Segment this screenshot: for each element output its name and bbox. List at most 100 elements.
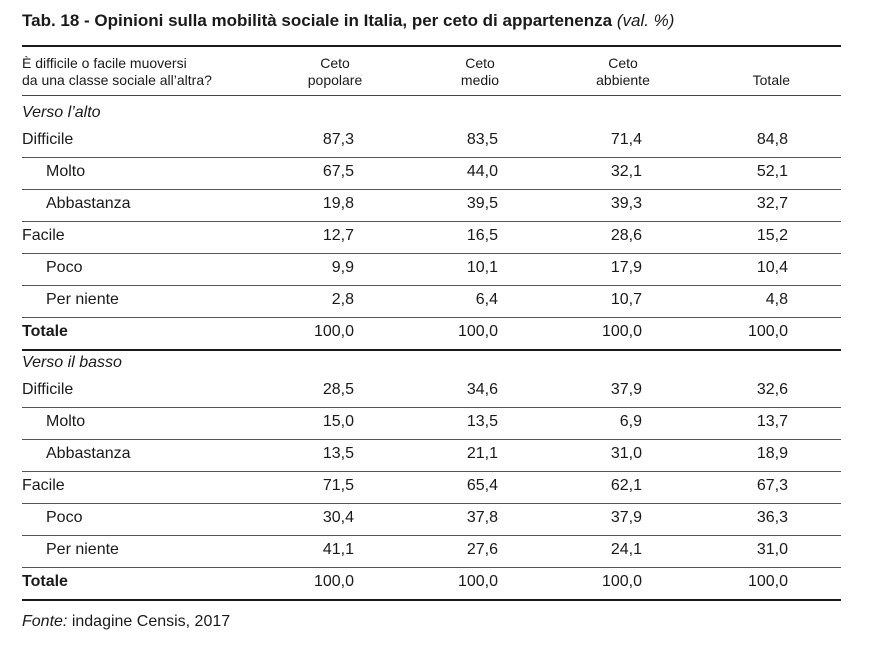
table-cell: 30,4 (322, 509, 354, 526)
table-cell: 67,5 (322, 163, 354, 180)
table-cell: 24,1 (610, 541, 642, 558)
table-cell: 9,9 (331, 259, 354, 276)
row-label: Molto (46, 163, 86, 180)
header-col-medio-line1: Ceto (465, 55, 495, 71)
row-rule (22, 407, 841, 408)
table-cell: 17,9 (610, 259, 642, 276)
table-cell: 6,9 (619, 413, 642, 430)
row-label: Abbastanza (46, 445, 131, 462)
table-cell: 100,0 (601, 573, 642, 590)
table-cell: 13,5 (322, 445, 354, 462)
table-cell: 6,4 (475, 291, 498, 308)
row-label: Poco (46, 259, 83, 276)
row-label: Per niente (46, 291, 119, 308)
table-cell: 10,1 (466, 259, 498, 276)
table-cell: 100,0 (313, 323, 354, 340)
row-label: Per niente (46, 541, 119, 558)
row-rule (22, 189, 841, 190)
row-label: Abbastanza (46, 195, 131, 212)
table-cell: 100,0 (747, 323, 788, 340)
table-cell: 41,1 (322, 541, 354, 558)
table-title: Tab. 18 - Opinioni sulla mobilità social… (22, 11, 674, 31)
table-cell: 100,0 (601, 323, 642, 340)
table-cell: 4,8 (765, 291, 788, 308)
row-label: Totale (22, 323, 68, 340)
header-col-popolare-line1: Ceto (320, 55, 350, 71)
header-col-totale: Totale (700, 55, 790, 89)
row-label: Difficile (22, 381, 74, 398)
table-cell: 100,0 (313, 573, 354, 590)
table-cell: 71,4 (610, 131, 642, 148)
header-question-line2: da una classe sociale all’altra? (22, 72, 212, 88)
table-cell: 100,0 (457, 323, 498, 340)
table-cell: 62,1 (610, 477, 642, 494)
row-rule (22, 221, 841, 222)
table-source: Fonte: indagine Censis, 2017 (22, 613, 230, 631)
table-cell: 2,8 (331, 291, 354, 308)
row-label: Facile (22, 227, 65, 244)
row-rule (22, 253, 841, 254)
header-col-abbiente-line1: Ceto (608, 55, 638, 71)
table-cell: 32,1 (610, 163, 642, 180)
header-rule (22, 95, 841, 96)
table-cell: 15,0 (322, 413, 354, 430)
row-label: Molto (46, 413, 86, 430)
row-label: Totale (22, 573, 68, 590)
table-cell: 84,8 (756, 131, 788, 148)
table-cell: 71,5 (322, 477, 354, 494)
table-cell: 34,6 (466, 381, 498, 398)
row-rule (22, 567, 841, 568)
table-cell: 37,9 (610, 509, 642, 526)
table-title-unit: (val. %) (616, 11, 675, 30)
table-cell: 19,8 (322, 195, 354, 212)
table-cell: 37,9 (610, 381, 642, 398)
row-label: Difficile (22, 131, 74, 148)
header-col-totale-line2: Totale (752, 72, 790, 88)
row-rule (22, 317, 841, 318)
table-cell: 67,3 (756, 477, 788, 494)
table-cell: 13,7 (756, 413, 788, 430)
row-label: Facile (22, 477, 65, 494)
table-cell: 31,0 (610, 445, 642, 462)
table-cell: 87,3 (322, 131, 354, 148)
row-rule (22, 599, 841, 601)
row-label: Poco (46, 509, 83, 526)
table-cell: 18,9 (756, 445, 788, 462)
table-cell: 15,2 (756, 227, 788, 244)
table-cell: 27,6 (466, 541, 498, 558)
header-col-popolare-line2: popolare (307, 72, 363, 88)
table-cell: 10,4 (756, 259, 788, 276)
table-cell: 52,1 (756, 163, 788, 180)
header-col-abbiente: Ceto abbiente (578, 55, 668, 89)
header-question-line1: È difficile o facile muoversi (22, 55, 187, 71)
table-cell: 36,3 (756, 509, 788, 526)
table-cell: 100,0 (747, 573, 788, 590)
table-cell: 12,7 (322, 227, 354, 244)
table-cell: 44,0 (466, 163, 498, 180)
table-cell: 39,3 (610, 195, 642, 212)
section-label: Verso il basso (22, 354, 122, 371)
row-rule (22, 503, 841, 504)
table-cell: 100,0 (457, 573, 498, 590)
table-cell: 16,5 (466, 227, 498, 244)
row-rule (22, 349, 841, 351)
top-rule (22, 45, 841, 47)
header-question: È difficile o facile muoversi da una cla… (22, 55, 212, 89)
table-cell: 31,0 (756, 541, 788, 558)
table-cell: 21,1 (466, 445, 498, 462)
table-cell: 13,5 (466, 413, 498, 430)
table-cell: 37,8 (466, 509, 498, 526)
source-text: indagine Censis, 2017 (71, 613, 231, 630)
header-col-abbiente-line2: abbiente (596, 72, 650, 88)
section-label: Verso l’alto (22, 104, 101, 121)
header-col-popolare: Ceto popolare (290, 55, 380, 89)
row-rule (22, 471, 841, 472)
table-cell: 10,7 (610, 291, 642, 308)
table-cell: 65,4 (466, 477, 498, 494)
table-title-text: Tab. 18 - Opinioni sulla mobilità social… (22, 11, 613, 30)
row-rule (22, 157, 841, 158)
table-cell: 28,6 (610, 227, 642, 244)
table-cell: 28,5 (322, 381, 354, 398)
header-col-medio-line2: medio (460, 72, 500, 88)
table-cell: 32,7 (756, 195, 788, 212)
